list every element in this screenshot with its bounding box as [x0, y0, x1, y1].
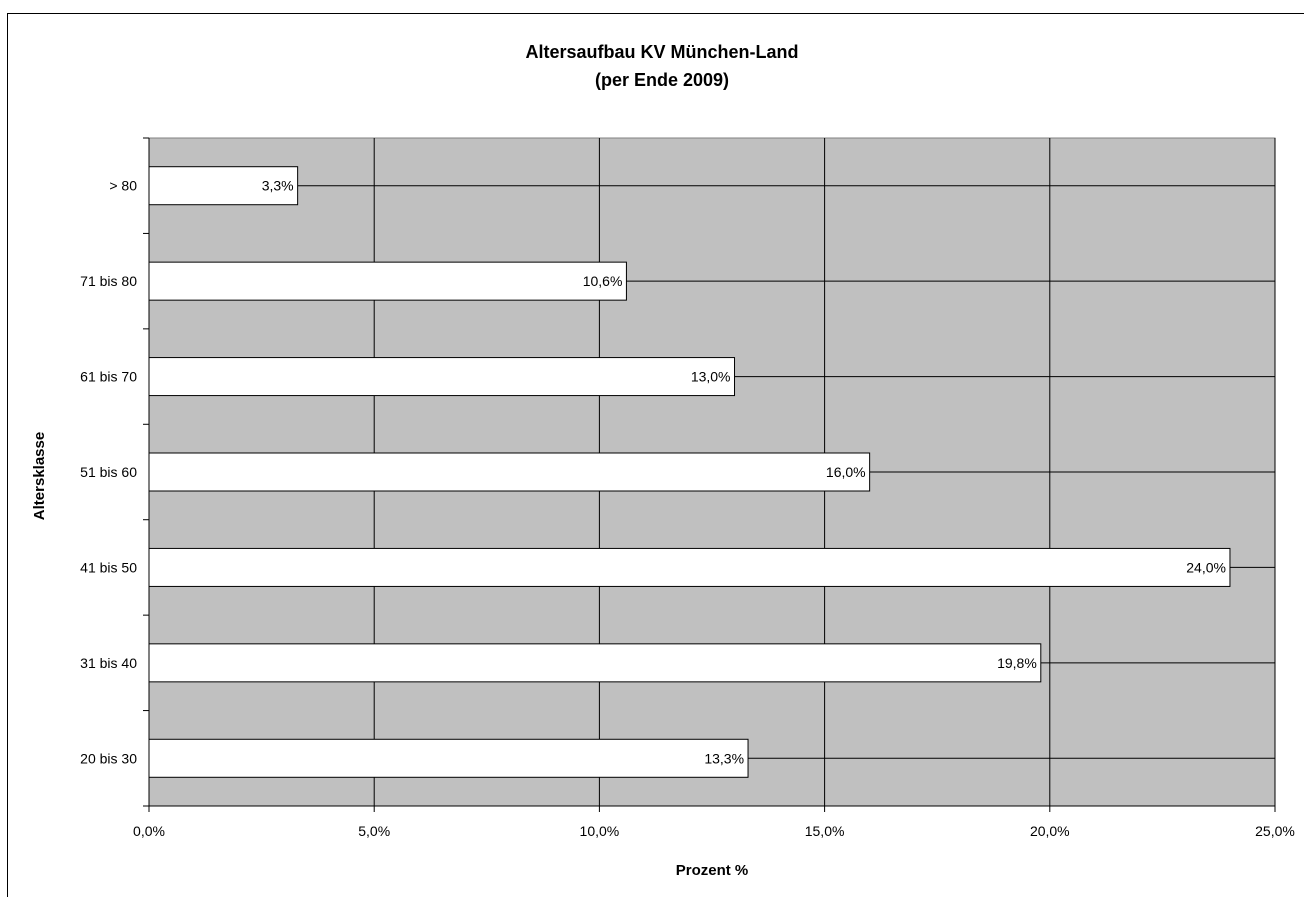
- data-label: 24,0%: [1186, 559, 1226, 575]
- bar: [148, 452, 871, 492]
- x-tick-label: 25,0%: [1255, 823, 1295, 839]
- data-label: 19,8%: [997, 655, 1037, 671]
- data-label: 3,3%: [262, 178, 294, 194]
- y-tick-label: 41 bis 50: [80, 559, 137, 575]
- y-tick-label: 71 bis 80: [80, 273, 137, 289]
- axis-ticks: 0,0% 5,0% 10,0% 15,0% 20,0% 25,0% 20 bis 30 31 …: [80, 137, 1295, 839]
- bar: [148, 261, 627, 301]
- bar: [148, 643, 1042, 683]
- x-tick-label: 10,0%: [580, 823, 620, 839]
- chart-title: Altersaufbau KV München-Land: [525, 42, 798, 62]
- x-tick-label: 20,0%: [1030, 823, 1070, 839]
- x-tick-label: 5,0%: [358, 823, 390, 839]
- y-tick-label: 31 bis 40: [80, 655, 137, 671]
- y-tick-label: 61 bis 70: [80, 369, 137, 385]
- y-tick-label: 20 bis 30: [80, 750, 137, 766]
- bar: [148, 738, 749, 778]
- data-label: 13,0%: [691, 369, 731, 385]
- x-tick-label: 15,0%: [805, 823, 845, 839]
- x-axis-title: Prozent %: [676, 862, 749, 879]
- bars: 13,3% 19,8% 24,0% 16,0% 13,0% 10,6% 3,3%: [148, 166, 1231, 778]
- chart-subtitle: (per Ende 2009): [595, 70, 729, 90]
- y-axis-title: Altersklasse: [31, 432, 48, 520]
- data-label: 13,3%: [704, 750, 744, 766]
- y-tick-label: > 80: [109, 178, 137, 194]
- y-tick-label: 51 bis 60: [80, 464, 137, 480]
- bar: [148, 357, 736, 397]
- chart-frame: [7, 13, 1304, 897]
- x-tick-label: 0,0%: [133, 823, 165, 839]
- data-label: 10,6%: [583, 273, 623, 289]
- bar: [148, 547, 1231, 587]
- data-label: 16,0%: [826, 464, 866, 480]
